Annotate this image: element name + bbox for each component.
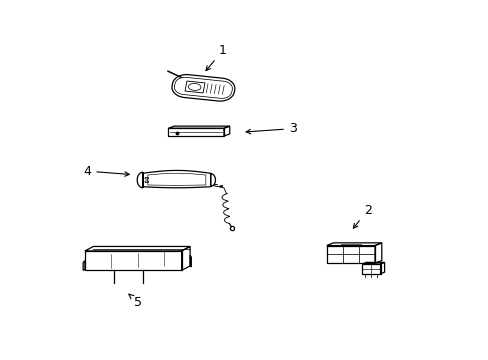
Text: 3: 3: [245, 122, 296, 135]
Text: 2: 2: [353, 204, 371, 228]
Text: 5: 5: [129, 294, 142, 309]
Text: 1: 1: [205, 44, 226, 71]
Text: 4: 4: [83, 165, 129, 177]
